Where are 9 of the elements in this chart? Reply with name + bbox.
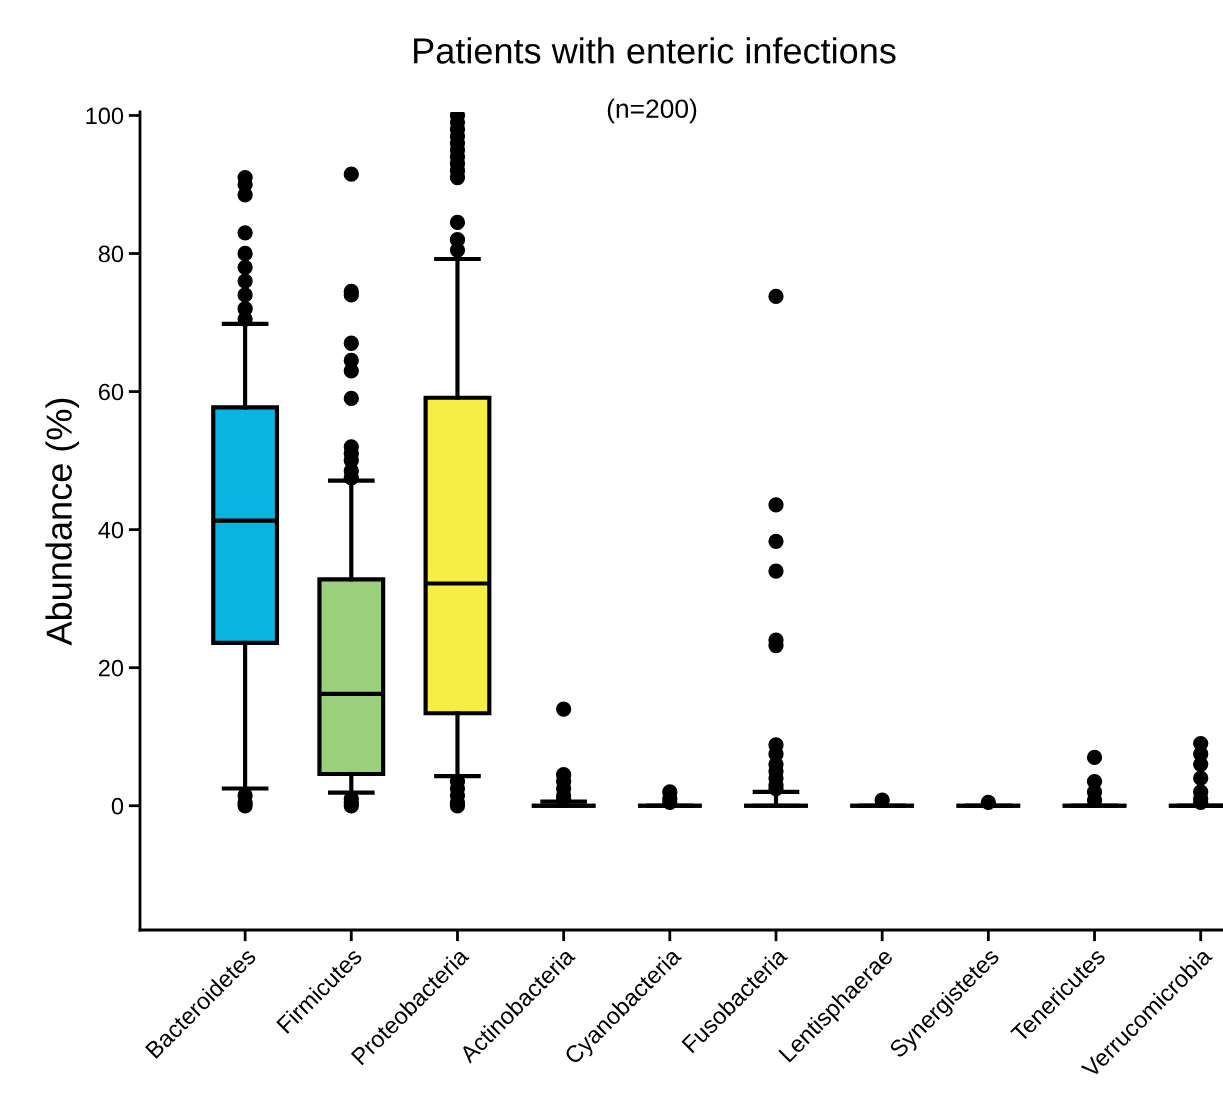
chart-subtitle: (n=200): [607, 98, 697, 124]
y-tick-label: 0: [111, 797, 124, 815]
y-tick-label: 60: [98, 383, 124, 401]
y-tick-label: 100: [86, 107, 124, 125]
y-tick-label: 40: [98, 521, 124, 539]
chart-title: Patients with enteric infections: [414, 37, 896, 64]
y-tick-label: 20: [98, 659, 124, 677]
y-axis-title: Abundance (%): [45, 398, 80, 646]
y-tick-label: 80: [98, 245, 124, 263]
